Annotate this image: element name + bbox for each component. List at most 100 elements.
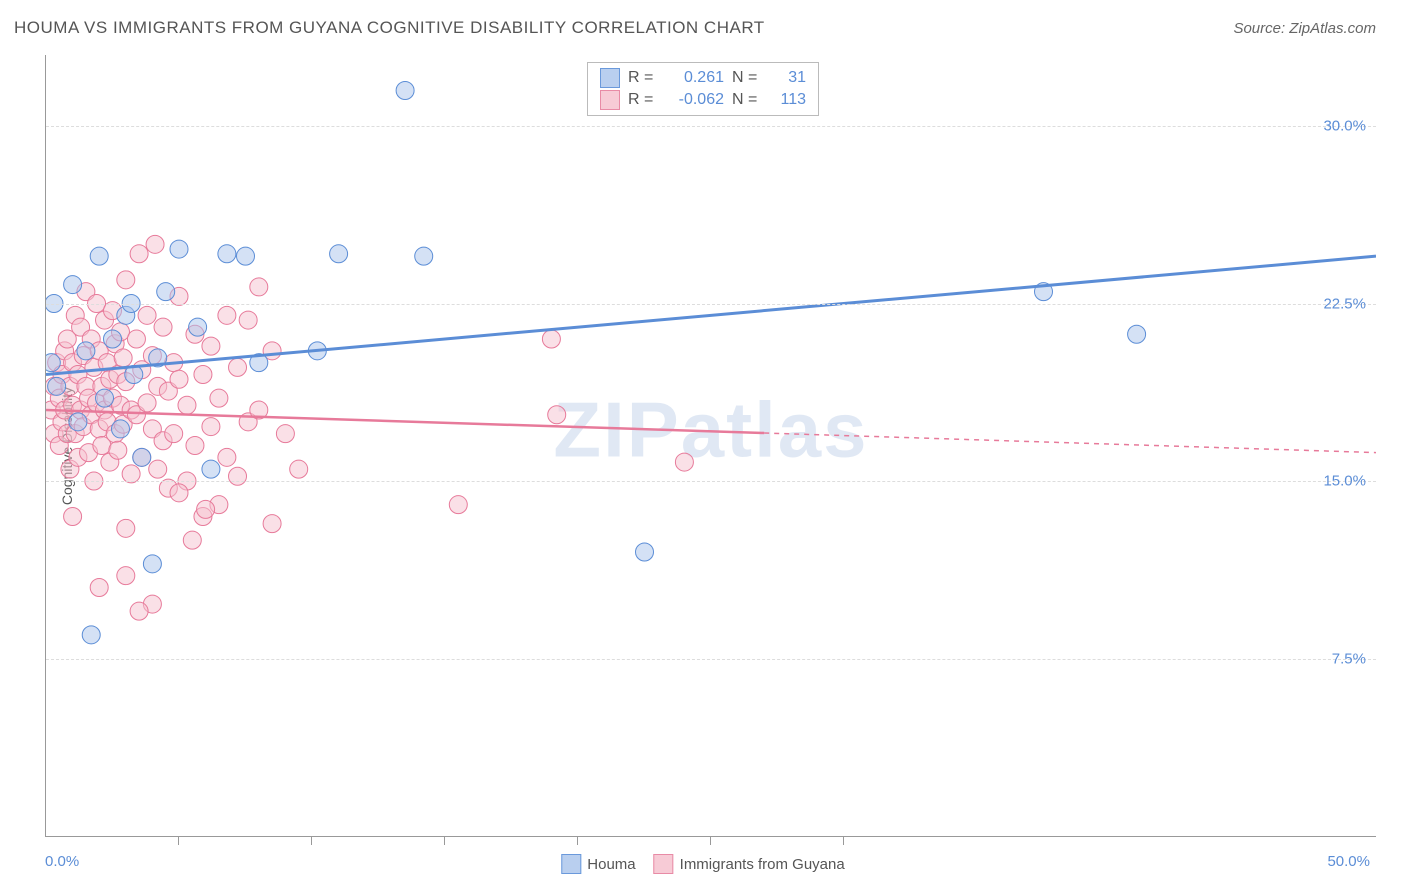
x-tick bbox=[577, 837, 578, 845]
data-point bbox=[636, 543, 654, 561]
data-point bbox=[178, 396, 196, 414]
chart-container: HOUMA VS IMMIGRANTS FROM GUYANA COGNITIV… bbox=[0, 0, 1406, 892]
y-tick-label: 7.5% bbox=[1332, 650, 1366, 667]
x-tick bbox=[178, 837, 179, 845]
gridline bbox=[46, 481, 1376, 482]
r-label: R = bbox=[628, 91, 660, 109]
n-label: N = bbox=[732, 91, 764, 109]
data-point bbox=[48, 377, 66, 395]
data-point bbox=[218, 245, 236, 263]
x-tick-label: 50.0% bbox=[1327, 853, 1370, 870]
legend-label: Houma bbox=[587, 856, 635, 873]
data-point bbox=[90, 579, 108, 597]
data-point bbox=[117, 567, 135, 585]
bottom-legend: Houma Immigrants from Guyana bbox=[561, 854, 844, 874]
data-point bbox=[64, 508, 82, 526]
data-point bbox=[170, 484, 188, 502]
data-point bbox=[46, 354, 60, 372]
data-point bbox=[96, 389, 114, 407]
gridline bbox=[46, 126, 1376, 127]
data-point bbox=[90, 247, 108, 265]
data-point bbox=[109, 441, 127, 459]
n-value: 31 bbox=[772, 69, 806, 87]
data-point bbox=[548, 406, 566, 424]
data-point bbox=[263, 515, 281, 533]
data-point bbox=[117, 519, 135, 537]
data-point bbox=[157, 283, 175, 301]
data-point bbox=[64, 276, 82, 294]
data-point bbox=[542, 330, 560, 348]
source-label: Source: ZipAtlas.com bbox=[1233, 20, 1376, 37]
data-point bbox=[396, 82, 414, 100]
data-point bbox=[202, 460, 220, 478]
data-point bbox=[138, 394, 156, 412]
gridline bbox=[46, 659, 1376, 660]
data-point bbox=[250, 278, 268, 296]
data-point bbox=[111, 420, 129, 438]
data-point bbox=[218, 448, 236, 466]
data-point bbox=[186, 437, 204, 455]
stats-row: R = -0.062 N = 113 bbox=[600, 89, 806, 111]
data-point bbox=[82, 626, 100, 644]
data-point bbox=[146, 235, 164, 253]
data-point bbox=[77, 342, 95, 360]
r-value: 0.261 bbox=[668, 69, 724, 87]
data-point bbox=[183, 531, 201, 549]
r-value: -0.062 bbox=[668, 91, 724, 109]
data-point bbox=[170, 370, 188, 388]
data-point bbox=[415, 247, 433, 265]
data-point bbox=[133, 448, 151, 466]
data-point bbox=[197, 500, 215, 518]
chart-title: HOUMA VS IMMIGRANTS FROM GUYANA COGNITIV… bbox=[14, 18, 765, 38]
plot-svg bbox=[46, 55, 1376, 836]
data-point bbox=[229, 467, 247, 485]
data-point bbox=[149, 460, 167, 478]
data-point bbox=[276, 425, 294, 443]
legend-swatch bbox=[561, 854, 581, 874]
data-point bbox=[239, 311, 257, 329]
y-tick-label: 15.0% bbox=[1323, 473, 1366, 490]
data-point bbox=[138, 306, 156, 324]
y-tick-label: 30.0% bbox=[1323, 118, 1366, 135]
data-point bbox=[117, 271, 135, 289]
data-point bbox=[218, 306, 236, 324]
x-tick bbox=[444, 837, 445, 845]
legend-item: Immigrants from Guyana bbox=[654, 854, 845, 874]
data-point bbox=[202, 337, 220, 355]
data-point bbox=[127, 330, 145, 348]
legend-swatch bbox=[600, 90, 620, 110]
data-point bbox=[104, 330, 122, 348]
gridline bbox=[46, 304, 1376, 305]
data-point bbox=[194, 366, 212, 384]
data-point bbox=[449, 496, 467, 514]
legend-swatch bbox=[654, 854, 674, 874]
stats-row: R = 0.261 N = 31 bbox=[600, 67, 806, 89]
data-point bbox=[130, 245, 148, 263]
data-point bbox=[330, 245, 348, 263]
legend-label: Immigrants from Guyana bbox=[680, 856, 845, 873]
data-point bbox=[130, 602, 148, 620]
legend-item: Houma bbox=[561, 854, 635, 874]
data-point bbox=[290, 460, 308, 478]
data-point bbox=[154, 318, 172, 336]
n-label: N = bbox=[732, 69, 764, 87]
legend-swatch bbox=[600, 68, 620, 88]
data-point bbox=[69, 413, 87, 431]
data-point bbox=[229, 358, 247, 376]
n-value: 113 bbox=[772, 91, 806, 109]
data-point bbox=[1128, 325, 1146, 343]
y-tick-label: 22.5% bbox=[1323, 295, 1366, 312]
data-point bbox=[165, 425, 183, 443]
stats-legend: R = 0.261 N = 31 R = -0.062 N = 113 bbox=[587, 62, 819, 116]
regression-line-dashed bbox=[764, 433, 1376, 453]
data-point bbox=[237, 247, 255, 265]
plot-area: ZIPatlas 7.5%15.0%22.5%30.0% bbox=[45, 55, 1376, 837]
data-point bbox=[189, 318, 207, 336]
data-point bbox=[675, 453, 693, 471]
x-tick-label: 0.0% bbox=[45, 853, 79, 870]
r-label: R = bbox=[628, 69, 660, 87]
data-point bbox=[143, 555, 161, 573]
data-point bbox=[114, 349, 132, 367]
x-tick bbox=[843, 837, 844, 845]
x-tick bbox=[710, 837, 711, 845]
